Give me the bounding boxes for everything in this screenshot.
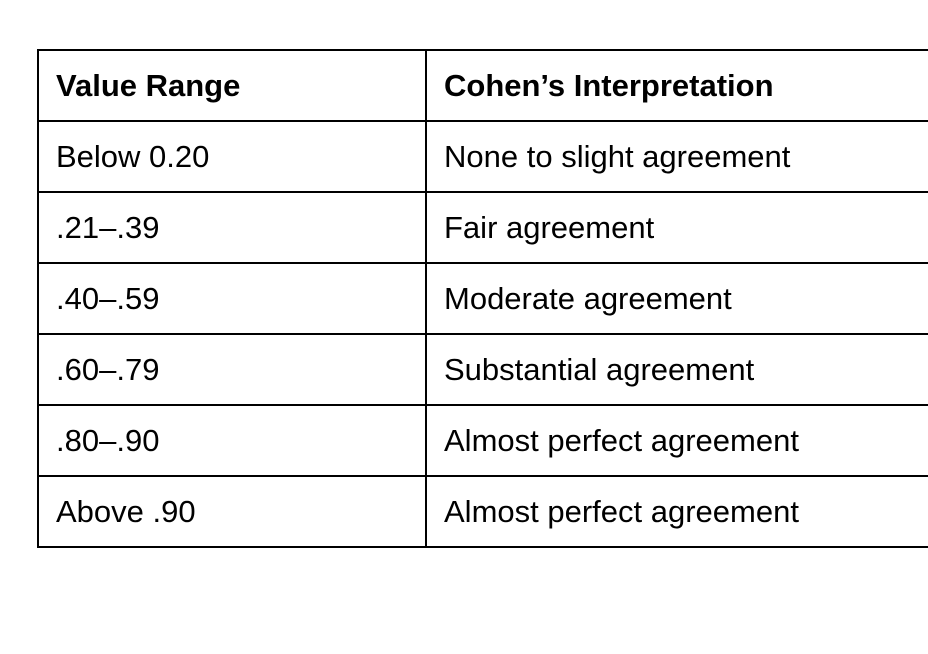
column-header-value-range: Value Range [37, 49, 427, 122]
table-row: .21–.39 Fair agreement [37, 191, 928, 264]
interpretation-cell: None to slight agreement [425, 120, 928, 193]
table-row: Above .90 Almost perfect agreement [37, 475, 928, 548]
kappa-interpretation-table: Value Range Cohen’s Interpretation Below… [37, 49, 928, 548]
value-range-cell: Above .90 [37, 475, 427, 548]
table-header-row: Value Range Cohen’s Interpretation [37, 49, 928, 122]
value-range-cell: .40–.59 [37, 262, 427, 335]
interpretation-cell: Almost perfect agreement [425, 475, 928, 548]
interpretation-cell: Substantial agreement [425, 333, 928, 406]
table-row: .60–.79 Substantial agreement [37, 333, 928, 406]
interpretation-cell: Fair agreement [425, 191, 928, 264]
table-row: .80–.90 Almost perfect agreement [37, 404, 928, 477]
column-header-interpretation: Cohen’s Interpretation [425, 49, 928, 122]
value-range-cell: .80–.90 [37, 404, 427, 477]
table-row: Below 0.20 None to slight agreement [37, 120, 928, 193]
interpretation-cell: Almost perfect agreement [425, 404, 928, 477]
value-range-cell: .60–.79 [37, 333, 427, 406]
table-container: Value Range Cohen’s Interpretation Below… [37, 49, 928, 548]
value-range-cell: Below 0.20 [37, 120, 427, 193]
table-row: .40–.59 Moderate agreement [37, 262, 928, 335]
value-range-cell: .21–.39 [37, 191, 427, 264]
interpretation-cell: Moderate agreement [425, 262, 928, 335]
